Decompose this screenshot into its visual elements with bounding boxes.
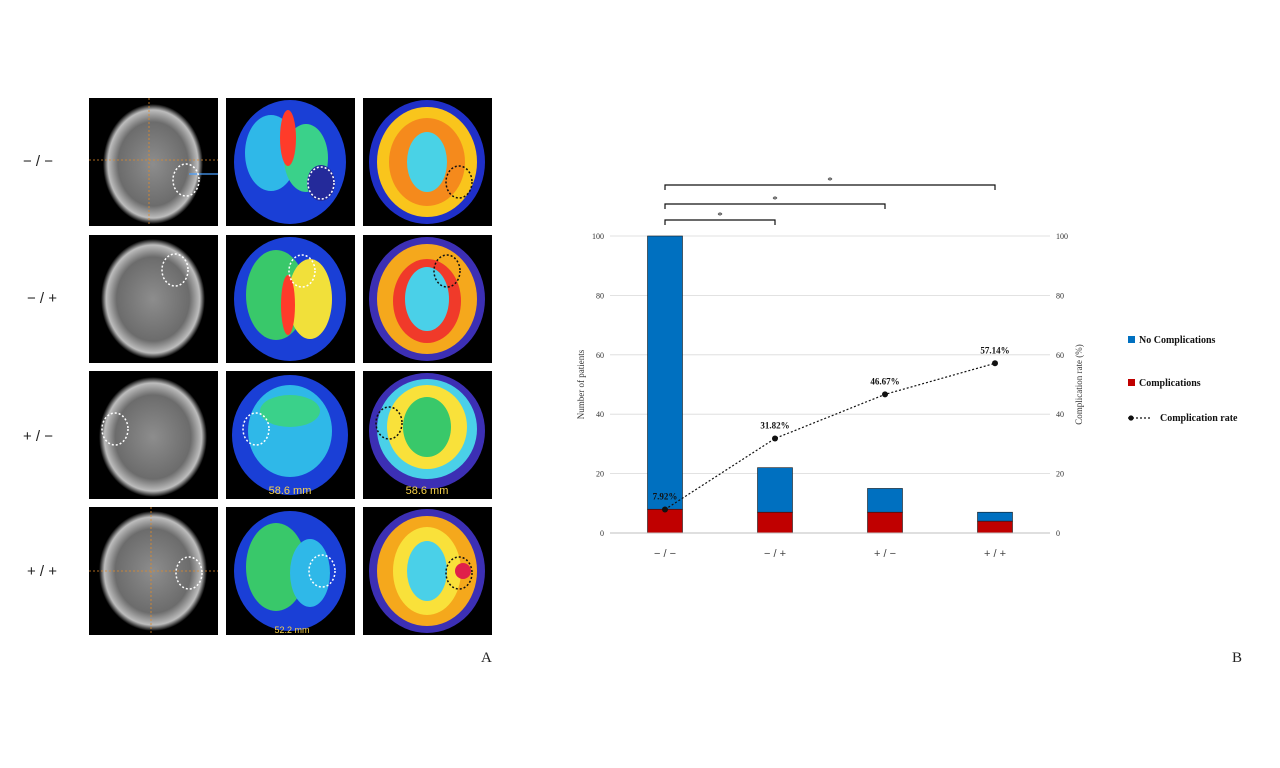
mri-image-row3 xyxy=(89,371,218,499)
mri-image-row4 xyxy=(89,507,218,635)
pet-image-row2 xyxy=(363,235,492,363)
pet-image-row4 xyxy=(363,507,492,635)
significance-bracket-0 xyxy=(664,219,776,225)
measurement-label-row3-perfusion: 58.6 mm xyxy=(269,485,312,497)
y2-tick-label-5: 100 xyxy=(1056,232,1068,241)
y-tick-label-3: 60 xyxy=(596,351,604,360)
y-tick-label-4: 80 xyxy=(596,291,604,300)
pet-image-row3: 58.6 mm xyxy=(363,371,492,499)
x-category-label-3: + / + xyxy=(984,548,1006,560)
bar-no-complications-2 xyxy=(867,488,903,513)
row-label-2: − / + xyxy=(26,290,58,307)
y-tick-label-1: 20 xyxy=(596,470,604,479)
bar-no-complications-3 xyxy=(977,511,1013,522)
measurement-label-row4-perfusion: 52.2 mm xyxy=(274,625,309,635)
x-category-label-0: − / − xyxy=(654,548,676,560)
complication-rate-point-1 xyxy=(772,435,778,442)
bar-complications-1 xyxy=(757,511,793,534)
complication-rate-point-3 xyxy=(992,360,998,367)
legend-swatch-1 xyxy=(1128,379,1135,386)
legend-label-1: Complications xyxy=(1139,378,1201,389)
x-category-label-1: − / + xyxy=(764,548,786,560)
perfusion-image-row1 xyxy=(226,98,355,226)
significance-star-2: * xyxy=(827,175,833,187)
perfusion-image-row3: 58.6 mm xyxy=(226,371,355,499)
y2-tick-label-1: 20 xyxy=(1056,470,1064,479)
bar-complications-2 xyxy=(867,511,903,534)
complication-rate-label-3: 57.14% xyxy=(980,345,1009,355)
legend-label-0: No Complications xyxy=(1139,335,1216,346)
y-tick-label-2: 40 xyxy=(596,410,604,419)
row-label-4: + / + xyxy=(26,563,58,580)
significance-bracket-2 xyxy=(664,184,996,190)
complication-rate-label-0: 7.92% xyxy=(653,491,678,501)
y2-tick-label-4: 80 xyxy=(1056,291,1064,300)
complication-rate-label-1: 31.82% xyxy=(760,420,789,430)
bar-no-complications-1 xyxy=(757,467,793,513)
y2-axis-title: Complication rate (%) xyxy=(1074,344,1084,424)
legend-label-2: Complication rate xyxy=(1160,413,1238,424)
row-label-1: − / − xyxy=(22,153,54,170)
bar-complications-3 xyxy=(977,520,1013,534)
significance-bracket-1 xyxy=(664,203,886,209)
panel-b-letter: B xyxy=(1232,650,1243,666)
x-category-label-2: + / − xyxy=(874,548,896,560)
significance-star-1: * xyxy=(772,194,778,206)
pet-image-row1 xyxy=(363,98,492,226)
measurement-label-row3-pet: 58.6 mm xyxy=(406,485,449,497)
complication-rate-label-2: 46.67% xyxy=(870,376,899,386)
complication-rate-point-0 xyxy=(662,506,668,513)
mri-image-row2 xyxy=(89,235,218,363)
y-tick-label-0: 0 xyxy=(600,529,604,538)
complication-rate-line xyxy=(664,362,996,510)
row-label-3: + / − xyxy=(22,428,54,445)
y2-tick-label-2: 40 xyxy=(1056,410,1064,419)
perfusion-image-row4: 52.2 mm xyxy=(226,507,355,635)
y2-tick-label-3: 60 xyxy=(1056,351,1064,360)
y-tick-label-5: 100 xyxy=(592,232,604,241)
y-axis-title: Number of patients xyxy=(576,349,586,419)
y2-tick-label-0: 0 xyxy=(1056,529,1060,538)
legend-swatch-0 xyxy=(1128,336,1135,343)
legend-marker-2 xyxy=(1128,415,1134,421)
mri-image-row1 xyxy=(89,98,218,226)
panel-b-chart: 0 0 20 20 40 40 60 60 80 80 100 100 Number of patien… xyxy=(576,175,1238,560)
significance-star-0: * xyxy=(717,210,723,222)
perfusion-image-row2 xyxy=(226,235,355,363)
complication-rate-point-2 xyxy=(882,391,888,398)
bar-no-complications-0 xyxy=(647,235,683,510)
bar-complications-0 xyxy=(647,508,683,534)
panel-a-letter: A xyxy=(481,650,492,666)
